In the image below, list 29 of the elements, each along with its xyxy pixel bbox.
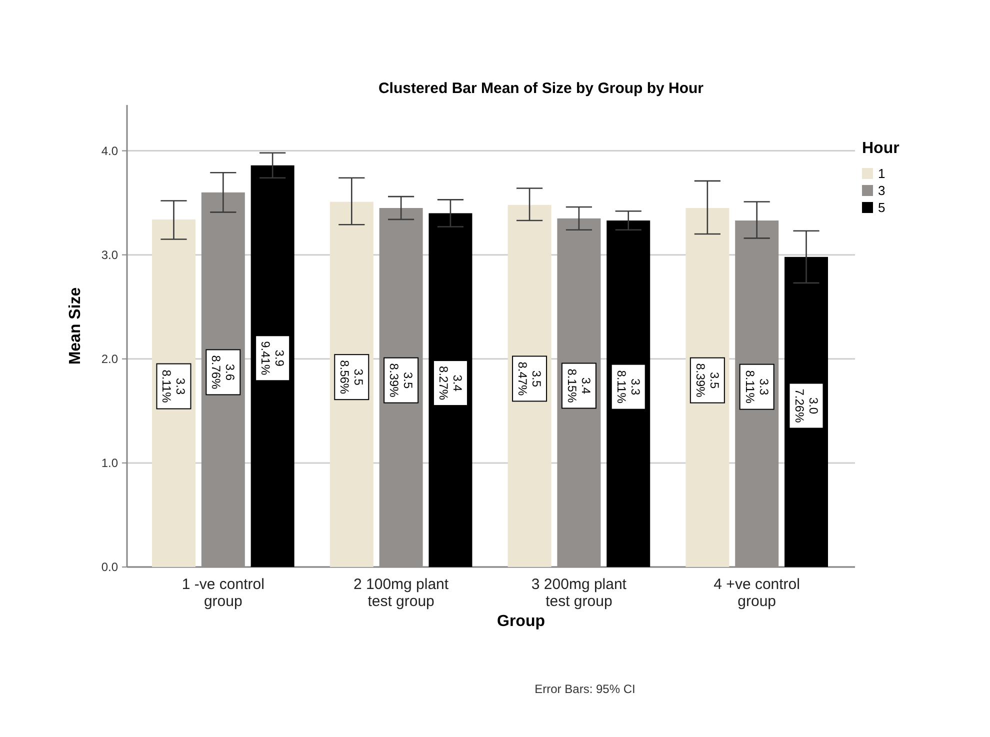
- x-tick-label: 2 100mg plant test group: [354, 576, 450, 610]
- text: Error Bars: 95% CI: [534, 682, 636, 696]
- legend-label: 5: [878, 200, 886, 215]
- legend-label: 1: [878, 166, 886, 181]
- y-axis-title: Mean Size: [67, 287, 84, 365]
- data-label: 3.0 7.26%: [792, 388, 820, 424]
- y-tick-label: 0.0: [101, 560, 118, 574]
- data-label: 3.5 8.39%: [693, 363, 722, 398]
- legend-title: Hour: [862, 140, 900, 157]
- y-tick-label: 3.0: [101, 248, 118, 262]
- data-label: 3.3 8.11%: [160, 370, 188, 404]
- x-tick-label: 1 -ve control group: [182, 576, 264, 610]
- data-label: 3.3 8.11%: [742, 370, 771, 404]
- y-tick-label: 2.0: [101, 352, 118, 366]
- data-label: 3.5 8.39%: [387, 363, 416, 398]
- x-tick-label: 4 +ve control group: [714, 576, 800, 610]
- chart-title: Clustered Bar Mean of Size by Group by Hour: [378, 80, 704, 97]
- legend-label: 3: [878, 183, 886, 198]
- data-label: 3.5 8.47%: [516, 362, 544, 396]
- y-tick-label: 1.0: [101, 456, 118, 470]
- x-tick-label: 3 200mg plant test group: [531, 576, 628, 610]
- data-label: 3.6 8.76%: [209, 355, 238, 390]
- data-label: 3.9 9.41%: [258, 341, 287, 376]
- data-label: 3.5 8.56%: [338, 360, 366, 394]
- data-label: 3.4 8.15%: [564, 368, 593, 404]
- data-label: 3.3 8.11%: [614, 370, 642, 404]
- data-label: 3.4 8.27%: [436, 366, 464, 400]
- y-tick-label: 4.0: [101, 144, 118, 158]
- x-axis-title: Group: [497, 613, 546, 630]
